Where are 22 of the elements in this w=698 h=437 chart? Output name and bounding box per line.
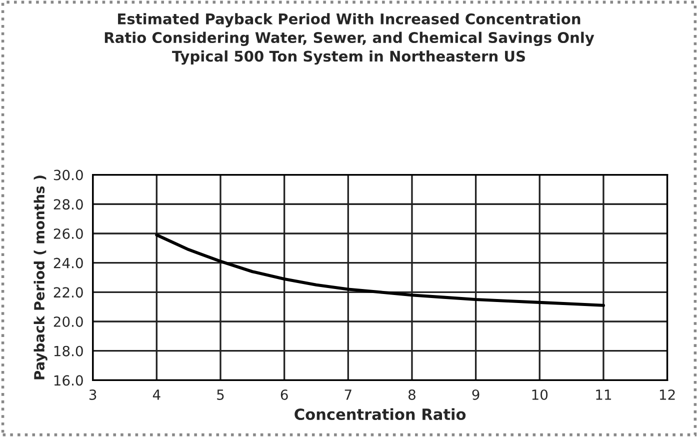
- y-tick-label: 18.0: [54, 346, 83, 356]
- y-tick-label: 22.0: [54, 287, 83, 298]
- x-tick-label: 9: [472, 389, 480, 400]
- y-tick-label: 30.0: [54, 170, 83, 180]
- x-tick-label: 12: [660, 389, 675, 400]
- x-tick-label: 11: [596, 390, 612, 400]
- x-tick-label: 6: [280, 389, 288, 400]
- x-tick-label: 4: [152, 390, 160, 400]
- x-axis-title: Concentration Ratio: [294, 408, 466, 420]
- x-tick-label: 10: [532, 389, 548, 400]
- y-tick-label: 24.0: [54, 258, 83, 268]
- x-tick-label: 3: [89, 389, 96, 400]
- chart-title: Estimated Payback Period With Increased Concentration Ratio Considering Water, Sewer, and Chemical Savings Only Typical 500 Ton System in Northeastern US: [104, 13, 594, 65]
- line-series: [155, 233, 605, 307]
- x-tick-label: 5: [217, 390, 224, 400]
- y-tick-label: 28.0: [54, 199, 83, 210]
- x-tick-label: 7: [344, 390, 352, 400]
- x-tick-label: 8: [408, 389, 416, 400]
- y-axis-title: Payback Period ( months ): [34, 176, 48, 380]
- y-tick-label: 20.0: [54, 316, 83, 327]
- y-tick-label: 26.0: [54, 228, 83, 239]
- y-tick-label: 16.0: [54, 375, 83, 386]
